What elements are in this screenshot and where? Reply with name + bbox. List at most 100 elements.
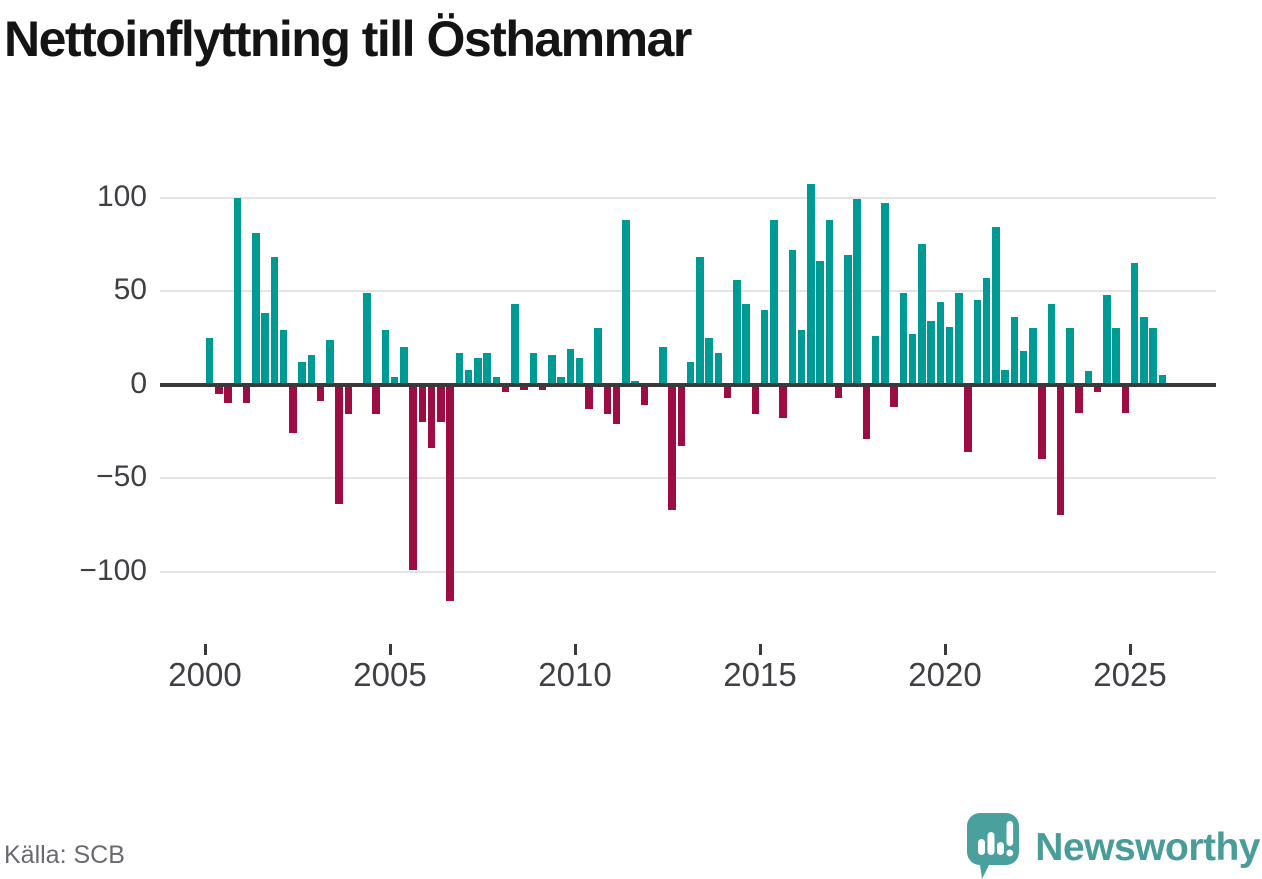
bar-2018Q1 bbox=[871, 335, 880, 385]
bar-2022Q4 bbox=[1047, 304, 1056, 385]
bar-2004Q3 bbox=[372, 384, 380, 415]
bar-2002Q2 bbox=[289, 384, 297, 434]
bar-2017Q4 bbox=[862, 384, 871, 439]
bar-2007Q4 bbox=[492, 377, 501, 385]
bar-2015Q1 bbox=[760, 309, 769, 385]
x-tick-mark bbox=[943, 644, 947, 655]
bar-2004Q4 bbox=[381, 330, 390, 385]
bar-2009Q2 bbox=[548, 354, 556, 385]
bar-2024Q1 bbox=[1093, 384, 1102, 392]
bar-2021Q1 bbox=[982, 277, 991, 385]
bar-2021Q3 bbox=[1001, 369, 1009, 385]
bar-2006Q1 bbox=[427, 384, 436, 449]
bar-2020Q4 bbox=[973, 300, 982, 385]
bar-2006Q2 bbox=[437, 384, 445, 422]
bar-2021Q4 bbox=[1010, 317, 1019, 385]
bar-2005Q3 bbox=[409, 384, 417, 570]
bar-2018Q2 bbox=[881, 203, 889, 385]
zero-axis bbox=[160, 382, 1216, 387]
bar-2006Q3 bbox=[446, 384, 454, 602]
newsworthy-logo-icon bbox=[967, 813, 1020, 879]
x-tick-mark bbox=[388, 644, 392, 655]
bar-2004Q2 bbox=[363, 292, 371, 385]
bar-2018Q3 bbox=[890, 384, 898, 407]
bar-2020Q1 bbox=[945, 326, 954, 385]
bar-2024Q2 bbox=[1103, 294, 1111, 385]
bar-2010Q2 bbox=[585, 384, 593, 409]
bar-2008Q2 bbox=[511, 304, 519, 385]
bar-2022Q3 bbox=[1038, 384, 1046, 460]
y-tick-label: −50 bbox=[96, 460, 147, 493]
bar-2009Q1 bbox=[538, 384, 547, 391]
bar-2016Q4 bbox=[825, 219, 834, 385]
bar-2025Q4 bbox=[1158, 375, 1167, 385]
bar-2007Q3 bbox=[483, 352, 491, 385]
bar-2010Q1 bbox=[575, 358, 584, 385]
gridline bbox=[160, 196, 1216, 199]
y-tick-label: 100 bbox=[96, 179, 147, 213]
bar-2017Q2 bbox=[844, 255, 852, 385]
x-tick-mark bbox=[203, 644, 207, 655]
bar-2000Q2 bbox=[215, 384, 223, 394]
bar-2007Q2 bbox=[474, 358, 482, 385]
bar-2005Q4 bbox=[418, 384, 427, 422]
x-tick-mark bbox=[573, 644, 577, 655]
bar-2022Q2 bbox=[1029, 328, 1037, 385]
bar-2006Q4 bbox=[455, 352, 464, 385]
bar-2005Q1 bbox=[390, 377, 399, 385]
x-tick-label: 2025 bbox=[1093, 656, 1167, 693]
x-tick-label: 2020 bbox=[908, 656, 982, 693]
bar-2020Q3 bbox=[964, 384, 972, 452]
bar-2025Q1 bbox=[1130, 262, 1139, 385]
bar-2002Q4 bbox=[307, 354, 316, 385]
bar-2019Q2 bbox=[918, 244, 926, 385]
x-tick-label: 2005 bbox=[353, 656, 427, 693]
bar-2019Q3 bbox=[927, 320, 935, 385]
bar-2013Q4 bbox=[714, 352, 723, 385]
bar-2008Q4 bbox=[529, 352, 538, 385]
bar-2019Q4 bbox=[936, 302, 945, 385]
gridline bbox=[160, 290, 1216, 292]
y-tick-label: 0 bbox=[130, 366, 147, 400]
bar-2014Q3 bbox=[742, 304, 750, 385]
source-label: Källa: SCB bbox=[4, 841, 125, 869]
brand-footer: Newsworthy bbox=[967, 812, 1260, 879]
y-tick-label: −100 bbox=[79, 553, 147, 587]
bar-2000Q1 bbox=[205, 337, 214, 385]
bar-2015Q3 bbox=[779, 384, 787, 419]
bar-2014Q4 bbox=[751, 384, 760, 415]
bar-2025Q2 bbox=[1140, 317, 1148, 385]
bar-2018Q4 bbox=[899, 292, 908, 385]
bar-2011Q1 bbox=[612, 384, 621, 424]
chart-title: Nettoinflyttning till Östhammar bbox=[4, 11, 692, 67]
bar-2011Q2 bbox=[622, 219, 630, 385]
bar-2014Q2 bbox=[733, 279, 741, 385]
bar-2025Q3 bbox=[1149, 328, 1157, 385]
bar-2005Q2 bbox=[400, 347, 408, 385]
y-tick-label: 50 bbox=[113, 273, 147, 306]
bar-2017Q3 bbox=[853, 199, 861, 385]
bar-2007Q1 bbox=[464, 369, 473, 385]
bar-2002Q1 bbox=[279, 330, 288, 385]
bar-2015Q4 bbox=[788, 249, 797, 385]
bar-2024Q4 bbox=[1121, 384, 1130, 413]
bar-2012Q4 bbox=[677, 384, 686, 447]
bar-2011Q4 bbox=[640, 384, 649, 406]
bar-2012Q3 bbox=[668, 384, 676, 510]
bar-2001Q2 bbox=[252, 233, 260, 385]
bar-2001Q3 bbox=[261, 313, 269, 385]
bar-2003Q1 bbox=[316, 384, 325, 402]
bar-2015Q2 bbox=[770, 219, 778, 385]
bar-2024Q3 bbox=[1112, 328, 1120, 385]
x-tick-mark bbox=[1128, 644, 1132, 655]
gridline bbox=[160, 477, 1216, 479]
bar-2021Q2 bbox=[992, 227, 1000, 385]
bar-2008Q3 bbox=[520, 384, 528, 391]
bar-2023Q2 bbox=[1066, 328, 1074, 385]
x-tick-mark bbox=[758, 644, 762, 655]
bar-2016Q1 bbox=[797, 330, 806, 385]
bar-2023Q4 bbox=[1084, 371, 1093, 385]
x-tick-label: 2000 bbox=[168, 656, 242, 693]
bar-2023Q1 bbox=[1056, 384, 1065, 516]
